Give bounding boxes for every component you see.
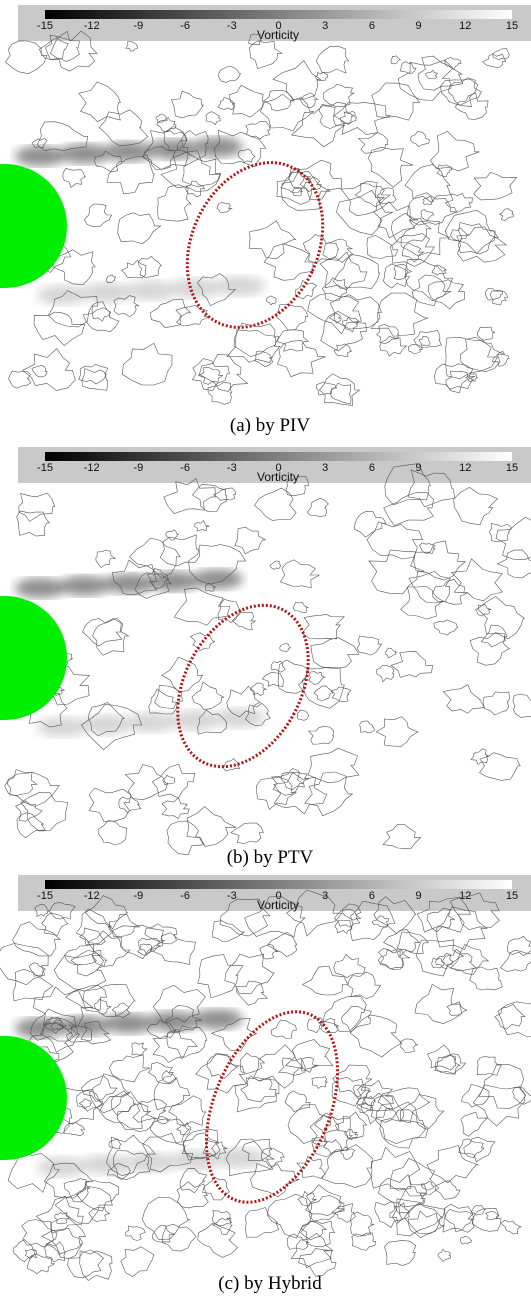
- colorbar-tick-label: 12: [459, 20, 471, 32]
- colorbar: [45, 452, 512, 461]
- colorbar-tick-label: 15: [506, 20, 518, 32]
- vorticity-patch: [37, 717, 87, 737]
- vorticity-patch: [59, 144, 109, 164]
- plot-background: [18, 875, 531, 1265]
- figure: -15-12-9-6-303691215Vorticity(a) by PIV-…: [0, 0, 531, 1297]
- vorticity-patch: [37, 1157, 87, 1177]
- colorbar-tick-label: -6: [180, 462, 190, 474]
- panel: -15-12-9-6-303691215Vorticity(c) by Hybr…: [0, 875, 531, 1294]
- cylinder-edge: [0, 596, 5, 720]
- colorbar-tick-label: 6: [369, 462, 375, 474]
- panel: -15-12-9-6-303691215Vorticity(a) by PIV: [0, 5, 531, 436]
- vorticity-patch: [171, 1150, 221, 1170]
- colorbar-tick-label: 6: [369, 890, 375, 902]
- colorbar-tick-label: 3: [322, 462, 328, 474]
- colorbar-tick-label: -12: [84, 20, 100, 32]
- colorbar-tick-label: -12: [84, 462, 100, 474]
- vorticity-patch: [193, 1009, 243, 1029]
- colorbar-tick-label: 15: [506, 462, 518, 474]
- colorbar-tick-label: -3: [227, 20, 237, 32]
- vorticity-patch: [126, 280, 176, 300]
- colorbar-tick-label: -9: [134, 20, 144, 32]
- colorbar-tick-label: 15: [506, 890, 518, 902]
- vorticity-patch: [193, 137, 243, 157]
- colorbar: [45, 880, 512, 889]
- cylinder-edge: [0, 1036, 5, 1160]
- caption: (a) by PIV: [230, 415, 310, 436]
- vorticity-patch: [59, 576, 109, 596]
- vorticity-patch: [15, 578, 65, 598]
- colorbar-tick-label: 3: [322, 20, 328, 32]
- panel: -15-12-9-6-303691215Vorticity(b) by PTV: [0, 447, 531, 868]
- colorbar-tick-label: 12: [459, 462, 471, 474]
- vorticity-patch: [82, 283, 132, 303]
- colorbar-tick-label: -15: [37, 890, 53, 902]
- vorticity-patch: [215, 276, 265, 296]
- colorbar-tick-label: -15: [37, 462, 53, 474]
- vorticity-patch: [171, 278, 221, 298]
- colorbar-tick-label: -12: [84, 890, 100, 902]
- colorbar-label: Vorticity: [257, 470, 299, 484]
- vorticity-patch: [37, 285, 87, 305]
- plot-background: [18, 5, 531, 408]
- colorbar-label: Vorticity: [257, 898, 299, 912]
- colorbar-tick-label: 9: [416, 890, 422, 902]
- colorbar-tick-label: -9: [134, 890, 144, 902]
- colorbar-label: Vorticity: [257, 28, 299, 42]
- colorbar-tick-label: -9: [134, 462, 144, 474]
- vorticity-patch: [193, 569, 243, 589]
- vorticity-patch: [215, 708, 265, 728]
- colorbar-tick-label: -6: [180, 890, 190, 902]
- caption: (c) by Hybrid: [218, 1273, 322, 1294]
- colorbar-tick-label: -3: [227, 462, 237, 474]
- colorbar-tick-label: -15: [37, 20, 53, 32]
- colorbar-tick-label: -6: [180, 20, 190, 32]
- vorticity-patch: [82, 1155, 132, 1175]
- vorticity-patch: [215, 1148, 265, 1168]
- cylinder-edge: [0, 164, 5, 288]
- vorticity-patch: [15, 146, 65, 166]
- caption: (b) by PTV: [227, 847, 314, 868]
- colorbar-tick-label: 9: [416, 20, 422, 32]
- colorbar-tick-label: 6: [369, 20, 375, 32]
- colorbar: [45, 10, 512, 19]
